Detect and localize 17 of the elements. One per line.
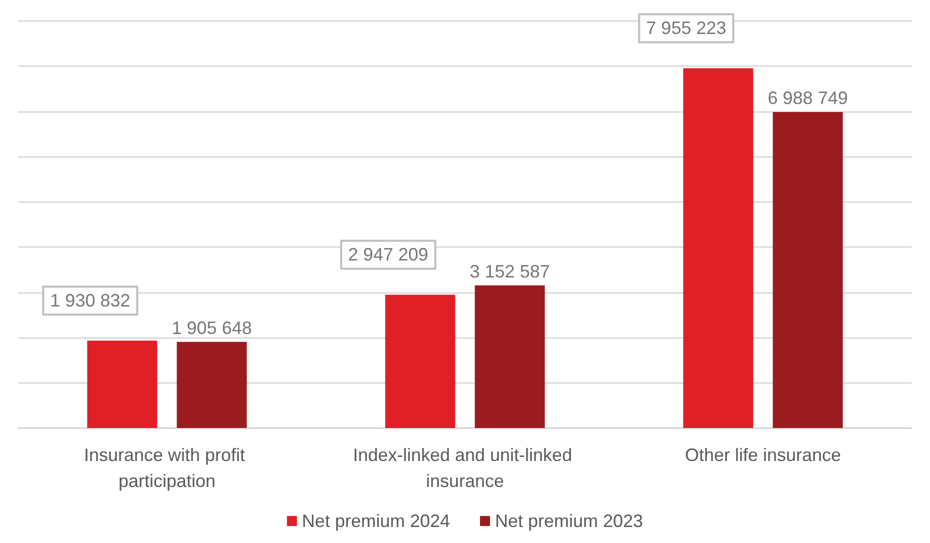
legend-label: Net premium 2023 — [495, 511, 644, 531]
x-tick-label: Insurance with profit participation — [84, 445, 250, 491]
data-label: 1 905 648 — [172, 318, 252, 338]
bar — [474, 285, 545, 428]
x-tick-label: Other life insurance — [684, 445, 842, 465]
data-label: 7 955 223 — [646, 18, 726, 38]
data-label: 3 152 587 — [470, 261, 550, 282]
bar — [683, 68, 754, 428]
bar — [87, 340, 158, 428]
legend-label: Net premium 2024 — [302, 511, 450, 531]
bar — [772, 112, 843, 428]
data-label: 2 947 209 — [348, 244, 428, 265]
x-tick-label: Index-linked and unit-linked insurance — [352, 445, 578, 491]
bar — [385, 294, 456, 428]
data-label: 6 988 749 — [768, 88, 848, 108]
bar — [176, 342, 247, 428]
data-label: 1 930 832 — [50, 290, 130, 311]
